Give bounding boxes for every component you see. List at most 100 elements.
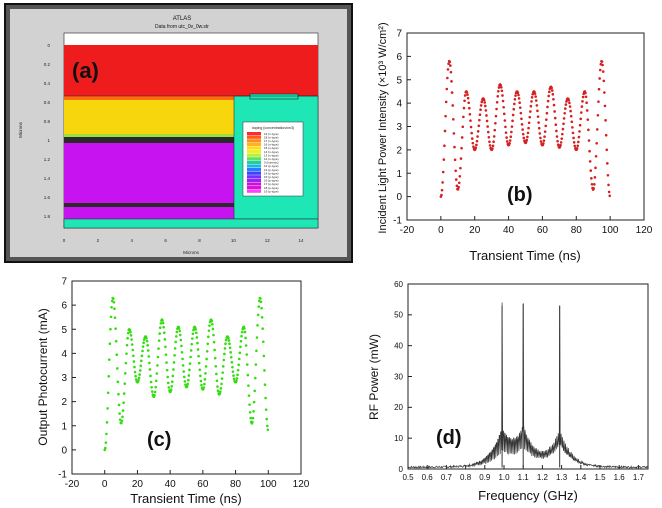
- absorption-layer: [64, 100, 234, 134]
- data-point: [189, 355, 192, 359]
- legend-swatch: [247, 160, 261, 164]
- data-point: [534, 95, 537, 98]
- data-point: [247, 394, 251, 397]
- data-point: [486, 130, 490, 134]
- data-point: [504, 131, 508, 134]
- panel-c: -20 0 20 40 60 80 100 120 -1 0 1 2 3 4 5 6 7 Transient T…: [36, 277, 310, 507]
- data-point: [475, 139, 479, 143]
- data-point: [555, 135, 559, 138]
- data-point: [586, 118, 590, 121]
- subcollector-layer: [64, 207, 234, 219]
- data-point: [229, 351, 232, 354]
- data-point: [544, 124, 548, 128]
- panel-d-series: [407, 302, 649, 469]
- data-point: [584, 95, 588, 99]
- data-point: [449, 70, 453, 74]
- data-point: [133, 370, 137, 374]
- data-point: [256, 324, 259, 327]
- data-point: [482, 98, 486, 102]
- legend-entry: 14 (p-type): [264, 171, 279, 175]
- data-point: [257, 305, 261, 308]
- data-point: [204, 372, 207, 375]
- panel-a-y-ticks: 0 0.2 0.4 0.6 0.8 1 1.2 1.4 1.6 1.8: [44, 43, 51, 219]
- data-point: [149, 380, 153, 384]
- legend-swatch: [247, 135, 261, 139]
- data-point: [488, 140, 491, 144]
- data-point: [128, 328, 132, 332]
- x-tick-label: 80: [571, 225, 583, 236]
- data-point: [255, 336, 259, 339]
- x-tick-label: 2: [97, 238, 100, 243]
- data-point: [216, 385, 219, 388]
- data-point: [519, 111, 523, 115]
- data-point: [239, 345, 242, 349]
- data-point: [141, 345, 145, 348]
- data-point: [243, 327, 246, 330]
- data-point: [118, 418, 122, 421]
- data-point: [597, 87, 601, 91]
- data-point: [503, 119, 507, 122]
- data-point: [585, 109, 589, 112]
- y-tick-label: 1.6: [44, 195, 51, 200]
- data-point: [189, 349, 193, 352]
- data-point: [578, 123, 582, 127]
- data-point: [467, 101, 471, 105]
- panel-d-x-label: Frequency (GHz): [478, 488, 578, 503]
- y-tick-label: 1.2: [44, 157, 51, 162]
- data-point: [466, 96, 470, 100]
- data-point: [445, 87, 449, 91]
- y-tick-label: 1: [47, 138, 50, 143]
- data-point: [224, 338, 228, 342]
- data-point: [563, 111, 566, 115]
- data-point: [163, 338, 167, 341]
- y-tick-label: -1: [393, 216, 402, 227]
- data-point: [466, 93, 469, 96]
- data-point: [476, 135, 479, 138]
- data-point: [113, 316, 117, 319]
- data-point: [221, 371, 224, 374]
- data-point: [154, 379, 158, 383]
- data-point: [530, 100, 533, 103]
- data-point: [249, 416, 253, 420]
- data-point: [602, 79, 606, 83]
- legend-swatch: [247, 186, 261, 190]
- data-point: [194, 328, 198, 331]
- data-point: [120, 419, 124, 423]
- data-point: [104, 441, 108, 444]
- data-point: [252, 410, 255, 413]
- data-point: [193, 326, 197, 329]
- data-point: [501, 94, 504, 97]
- data-point: [444, 100, 448, 104]
- data-point: [228, 342, 231, 346]
- panel-b: -20 0 20 40 60 80 100 120 -1 0 1 2 3 4 5 6 7 Transient T…: [377, 22, 653, 263]
- data-point: [218, 392, 222, 395]
- panel-d-label: (d): [436, 427, 462, 449]
- x-tick-label: 1.0: [498, 473, 510, 482]
- data-point: [550, 86, 553, 90]
- data-point: [142, 341, 145, 344]
- data-point: [117, 392, 120, 396]
- data-point: [124, 361, 128, 365]
- data-point: [244, 344, 248, 347]
- data-point: [577, 135, 581, 139]
- data-point: [443, 144, 446, 147]
- data-point: [518, 106, 522, 109]
- data-point: [231, 370, 235, 373]
- y-tick-label: 30: [394, 372, 403, 381]
- data-point: [513, 98, 517, 101]
- data-point: [203, 382, 206, 386]
- data-point: [195, 336, 199, 339]
- data-point: [244, 336, 247, 340]
- y-tick-label: 3: [396, 122, 402, 133]
- data-point: [568, 105, 572, 108]
- data-point: [495, 107, 498, 111]
- data-point: [455, 184, 459, 188]
- legend-entry: 13 (n-type): [264, 153, 279, 157]
- panel-c-x-label: Transient Time (ns): [130, 491, 242, 506]
- data-point: [188, 362, 192, 365]
- data-point: [161, 319, 164, 322]
- data-point: [150, 385, 153, 389]
- data-point: [505, 140, 509, 143]
- data-point: [497, 89, 500, 93]
- data-point: [513, 102, 516, 106]
